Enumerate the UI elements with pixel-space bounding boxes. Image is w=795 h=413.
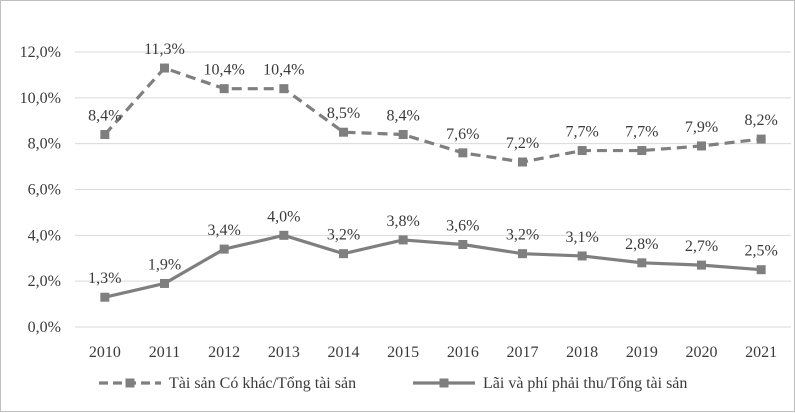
data-label: 1,3% <box>88 270 121 287</box>
legend-marker <box>125 378 135 388</box>
data-label: 2,7% <box>685 238 718 255</box>
series-line-1 <box>103 66 762 164</box>
data-label: 3,2% <box>327 227 360 244</box>
data-point-marker <box>458 240 468 249</box>
data-point-marker <box>100 130 110 139</box>
data-point-marker <box>577 251 587 261</box>
y-tick-label: 12,0% <box>20 44 61 61</box>
y-tick-label: 2,0% <box>28 273 61 290</box>
data-label: 7,9% <box>685 119 718 136</box>
data-point-marker <box>518 249 527 259</box>
data-label: 4,0% <box>267 208 300 225</box>
series-lines <box>100 63 766 302</box>
x-tick-label: 2013 <box>268 344 300 361</box>
data-label: 3,6% <box>446 218 479 235</box>
legend-label-2: Lãi và phí phải thu/Tổng tài sản <box>483 375 687 392</box>
data-point-marker <box>398 130 408 139</box>
legend-label-1: Tài sản Có khác/Tổng tài sản <box>169 375 356 392</box>
x-tick-label: 2010 <box>89 344 121 361</box>
y-tick-label: 8,0% <box>28 136 61 153</box>
data-label: 10,4% <box>263 62 304 79</box>
x-tick-label: 2011 <box>149 344 180 361</box>
data-point-marker <box>637 258 647 268</box>
y-tick-label: 6,0% <box>28 182 61 199</box>
data-label: 3,2% <box>506 227 539 244</box>
legend: Tài sản Có khác/Tổng tài sản Lãi và phí p… <box>99 375 687 392</box>
y-tick-label: 4,0% <box>28 227 61 244</box>
series-line-2 <box>104 233 762 299</box>
data-point-marker <box>637 146 647 156</box>
data-label: 1,9% <box>148 256 181 273</box>
data-point-marker <box>697 141 706 151</box>
data-label: 2,5% <box>745 243 778 260</box>
data-label: 2,8% <box>625 236 658 253</box>
data-labels: 8,4% 11,3% 10,4% 10,4% 8,5% 8,4% 7,6% 7,2% 7,7% 7… <box>88 41 778 287</box>
data-point-marker <box>398 235 408 245</box>
data-label: 10,4% <box>204 62 245 79</box>
data-point-marker <box>458 148 468 158</box>
x-tick-label: 2020 <box>686 344 718 361</box>
data-point-marker <box>756 265 766 275</box>
data-point-marker <box>279 230 289 240</box>
data-label: 8,4% <box>387 108 420 125</box>
data-label: 3,4% <box>208 222 241 239</box>
data-label: 3,8% <box>387 213 420 230</box>
data-point-marker <box>697 260 706 270</box>
x-tick-label: 2012 <box>208 344 240 361</box>
data-point-marker <box>756 134 766 144</box>
data-label: 7,2% <box>506 135 539 152</box>
data-label: 7,6% <box>446 126 479 143</box>
data-point-marker <box>577 146 587 156</box>
x-tick-label: 2017 <box>507 344 539 361</box>
data-point-marker <box>219 84 229 94</box>
data-label: 7,7% <box>625 124 658 141</box>
data-point-marker <box>160 63 169 73</box>
data-label: 7,7% <box>566 124 599 141</box>
data-point-marker <box>100 292 110 302</box>
x-tick-label: 2014 <box>328 344 360 361</box>
data-point-marker <box>518 157 527 167</box>
data-label: 11,3% <box>144 41 185 58</box>
axes: 0,0% 2,0% 4,0% 6,0% 8,0% 10,0% 12,0% 2010 2011 20… <box>20 44 777 361</box>
data-point-marker <box>160 278 169 288</box>
legend-marker <box>439 378 449 388</box>
data-point-marker <box>339 249 348 259</box>
data-label: 8,5% <box>327 105 360 122</box>
gridlines <box>75 51 791 328</box>
x-tick-label: 2016 <box>447 344 479 361</box>
x-tick-label: 2019 <box>626 344 658 361</box>
x-tick-label: 2021 <box>745 344 777 361</box>
x-tick-label: 2018 <box>566 344 598 361</box>
data-point-marker <box>219 244 229 254</box>
data-label: 8,2% <box>745 112 778 129</box>
data-point-marker <box>279 84 289 94</box>
data-point-marker <box>339 127 348 137</box>
x-tick-label: 2015 <box>387 344 419 361</box>
data-label: 8,4% <box>88 108 121 125</box>
y-tick-label: 10,0% <box>20 90 61 107</box>
y-tick-label: 0,0% <box>28 319 61 336</box>
data-label: 3,1% <box>566 229 599 246</box>
